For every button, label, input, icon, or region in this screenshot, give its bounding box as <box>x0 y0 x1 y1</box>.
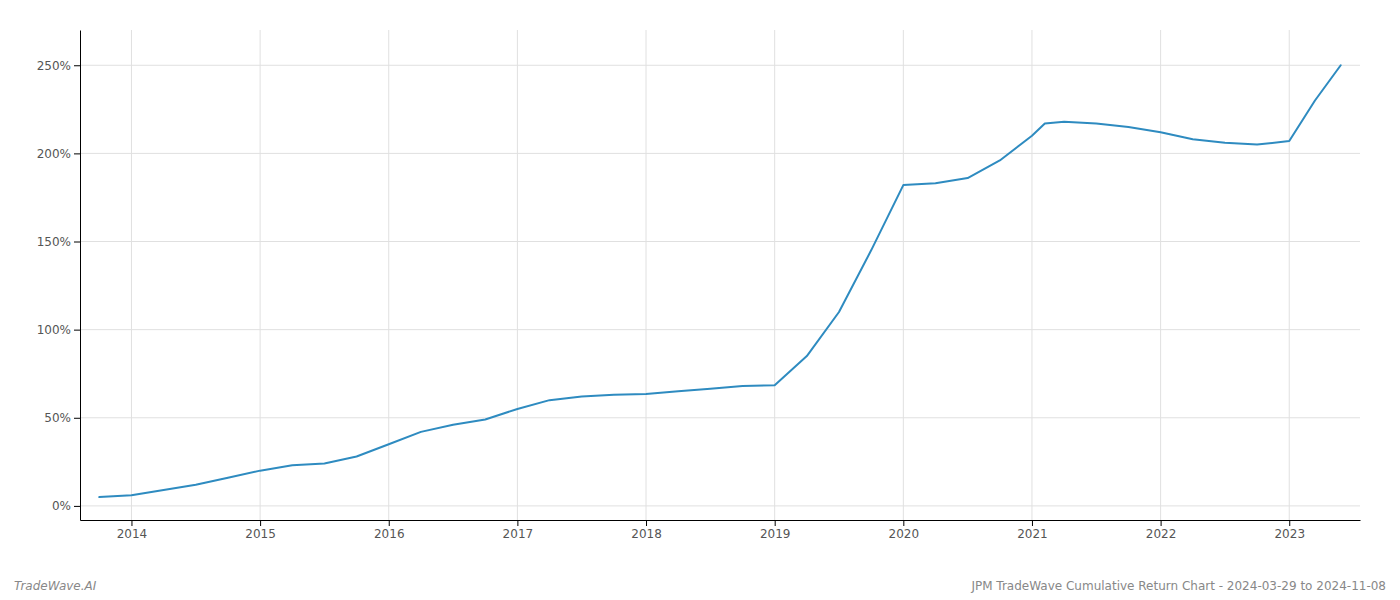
footer-text: JPM TradeWave Cumulative Return Chart - … <box>970 579 1386 593</box>
y-tick-mark <box>74 242 80 243</box>
x-tick-mark <box>1289 520 1290 526</box>
x-grid-line <box>131 30 132 520</box>
y-tick-label: 100% <box>37 323 71 337</box>
y-tick-label: 250% <box>37 59 71 73</box>
x-tick-label: 2023 <box>1274 527 1305 541</box>
x-tick-mark <box>260 520 261 526</box>
y-tick-mark <box>74 418 80 419</box>
y-grid-line <box>80 241 1360 242</box>
y-tick: 250% <box>37 59 80 73</box>
y-grid-line <box>80 505 1360 506</box>
y-grid-line <box>80 65 1360 66</box>
annotations: TradeWave.AI JPM TradeWave Cumulative Ret… <box>14 579 1386 593</box>
y-tick: 200% <box>37 147 80 161</box>
x-tick: 2017 <box>503 520 534 541</box>
plot-area <box>99 65 1340 497</box>
x-grid-line <box>517 30 518 520</box>
x-tick: 2019 <box>760 520 791 541</box>
x-tick-label: 2020 <box>889 527 920 541</box>
x-tick: 2018 <box>631 520 662 541</box>
x-tick-label: 2016 <box>374 527 405 541</box>
chart: 2014 2015 2016 2017 2018 2019 2020 2021 2022 2023… <box>0 0 1400 600</box>
y-axis-line <box>80 31 81 521</box>
x-tick-mark <box>775 520 776 526</box>
grid <box>80 30 1360 520</box>
x-tick: 2023 <box>1274 520 1305 541</box>
y-tick-label: 50% <box>44 411 71 425</box>
y-tick-mark <box>74 65 80 66</box>
x-tick-label: 2015 <box>245 527 276 541</box>
x-tick-label: 2014 <box>117 527 148 541</box>
y-tick-mark <box>74 153 80 154</box>
x-tick-label: 2017 <box>503 527 534 541</box>
x-tick-mark <box>1161 520 1162 526</box>
y-grid-line <box>80 417 1360 418</box>
x-tick-label: 2021 <box>1017 527 1048 541</box>
x-tick-mark <box>903 520 904 526</box>
x-tick: 2016 <box>374 520 405 541</box>
x-grid-line <box>388 30 389 520</box>
x-tick: 2022 <box>1146 520 1177 541</box>
x-grid-line <box>1289 30 1290 520</box>
x-tick-mark <box>517 520 518 526</box>
x-grid-line <box>1160 30 1161 520</box>
x-tick-label: 2019 <box>760 527 791 541</box>
x-tick-label: 2018 <box>631 527 662 541</box>
x-tick: 2021 <box>1017 520 1048 541</box>
x-tick-mark <box>646 520 647 526</box>
x-grid-line <box>260 30 261 520</box>
x-tick-label: 2022 <box>1146 527 1177 541</box>
y-grid-line <box>80 153 1360 154</box>
y-tick-label: 150% <box>37 235 71 249</box>
y-tick-label: 0% <box>52 499 71 513</box>
y-tick: 50% <box>44 411 80 425</box>
x-tick: 2014 <box>117 520 148 541</box>
y-tick-mark <box>74 506 80 507</box>
x-tick-mark <box>1032 520 1033 526</box>
x-axis: 2014 2015 2016 2017 2018 2019 2020 2021 2022 2023 <box>81 520 1361 541</box>
x-tick-mark <box>389 520 390 526</box>
y-tick: 150% <box>37 235 80 249</box>
x-grid-line <box>1031 30 1032 520</box>
x-grid-line <box>774 30 775 520</box>
y-tick: 100% <box>37 323 80 337</box>
y-tick-label: 200% <box>37 147 71 161</box>
y-tick: 0% <box>52 499 80 513</box>
x-grid-line <box>646 30 647 520</box>
x-tick: 2020 <box>889 520 920 541</box>
y-grid-line <box>80 329 1360 330</box>
x-tick: 2015 <box>245 520 276 541</box>
x-axis-line <box>81 520 1361 521</box>
x-tick-mark <box>131 520 132 526</box>
y-tick-mark <box>74 330 80 331</box>
data-line <box>99 65 1340 497</box>
x-grid-line <box>903 30 904 520</box>
footer-text: TradeWave.AI <box>14 579 97 593</box>
y-axis: 0% 50% 100% 150% 200% 250% <box>37 31 81 521</box>
